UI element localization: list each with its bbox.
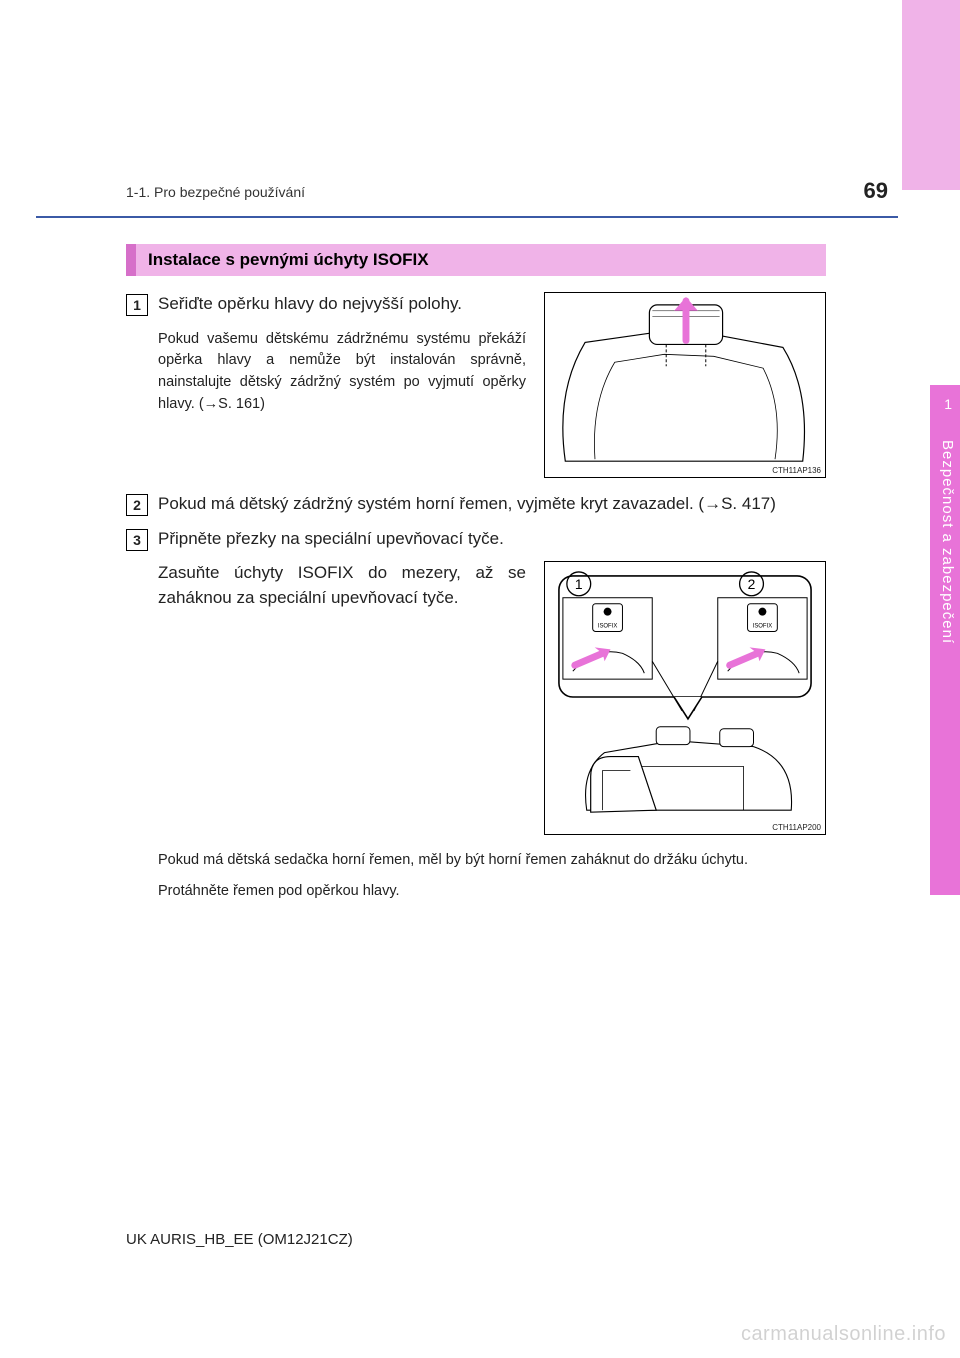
- chapter-title-vertical: Bezpečnost a zabezpečení: [934, 440, 956, 840]
- doc-code: UK AURIS_HB_EE (OM12J21CZ): [126, 1231, 353, 1248]
- header-rule: [36, 216, 898, 218]
- note-1: Pokud má dětská sedačka horní řemen, měl…: [158, 849, 818, 871]
- step-2-text: Pokud má dětský zádržný systém horní řem…: [158, 492, 826, 517]
- heading-accent: [126, 244, 136, 276]
- note-2: Protáhněte řemen pod opěrkou hlavy.: [158, 880, 818, 902]
- step-1: 1 Seřiďte opěrku hlavy do nejvyšší poloh…: [126, 292, 526, 317]
- section-heading: Instalace s pevnými úchyty ISOFIX: [126, 244, 826, 276]
- side-tab-wide: [902, 0, 960, 190]
- svg-text:ISOFIX: ISOFIX: [598, 624, 618, 630]
- step-1-subtext: Pokud vašemu dětskému zádržnému systému …: [158, 329, 526, 416]
- step-number-box: 1: [126, 294, 148, 316]
- step-2: 2 Pokud má dětský zádržný systém horní ř…: [126, 492, 826, 517]
- figure-isofix: 1 2 ISOFIX ISOFIX: [544, 561, 826, 835]
- watermark: carmanualsonline.info: [741, 1323, 946, 1346]
- chapter-number: 1: [944, 396, 952, 412]
- step-3: 3 Připněte přezky na speciální upevňovac…: [126, 527, 826, 552]
- figure-headrest: CTH11AP136: [544, 292, 826, 478]
- step-number-box: 2: [126, 494, 148, 516]
- figure-1-code: CTH11AP136: [772, 466, 821, 475]
- svg-text:ISOFIX: ISOFIX: [753, 624, 773, 630]
- section-breadcrumb: 1-1. Pro bezpečné používání: [126, 184, 305, 200]
- svg-text:2: 2: [748, 576, 756, 592]
- svg-text:1: 1: [575, 576, 583, 592]
- step-3-follow: Zasuňte úchyty ISOFIX do mezery, až se z…: [158, 561, 526, 835]
- figure-2-code: CTH11AP200: [772, 823, 821, 832]
- step-number-box: 3: [126, 529, 148, 551]
- heading-text: Instalace s pevnými úchyty ISOFIX: [136, 244, 826, 276]
- step-3-text: Připněte přezky na speciální upevňovací …: [158, 527, 826, 552]
- page-number: 69: [864, 178, 888, 204]
- step-1-text: Seřiďte opěrku hlavy do nejvyšší polohy.: [158, 292, 526, 317]
